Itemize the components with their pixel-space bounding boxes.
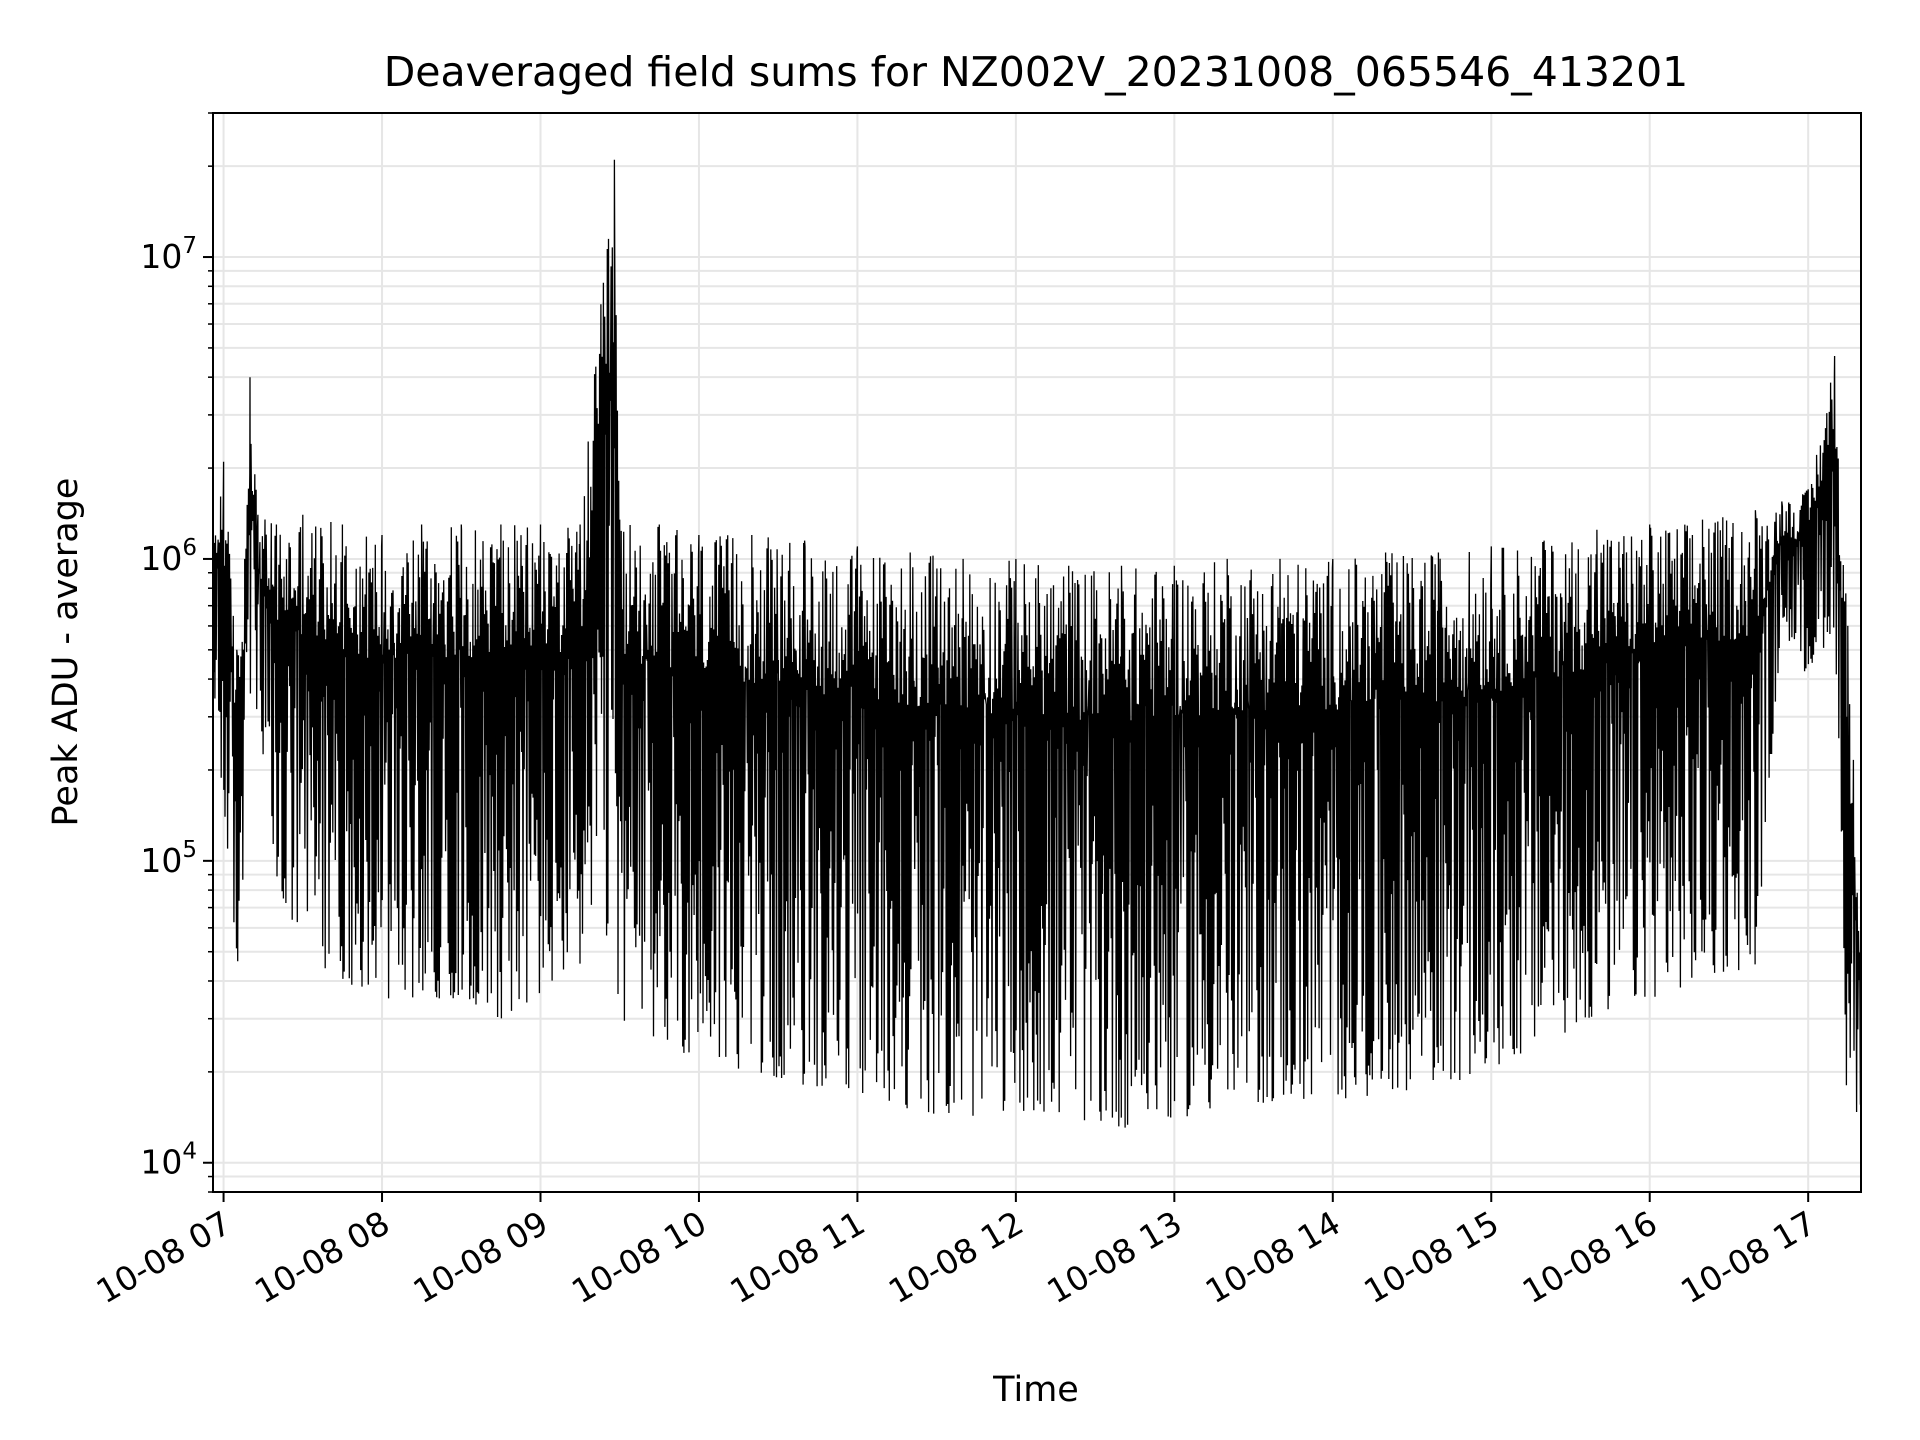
series-area xyxy=(212,159,1862,1128)
y-tick-label: 104 xyxy=(140,1139,197,1182)
x-axis-label: Time xyxy=(992,1370,1079,1410)
y-axis-label: Peak ADU - average xyxy=(46,478,86,827)
y-axis: 104 105 106 107 xyxy=(140,112,213,1193)
plot-frame xyxy=(212,112,1862,1193)
series-line xyxy=(212,159,1862,1128)
y-tick-label: 106 xyxy=(140,535,197,578)
y-tick-label: 107 xyxy=(140,233,197,276)
chart-title: Deaveraged field sums for NZ002V_2023100… xyxy=(384,48,1689,96)
y-tick-label: 105 xyxy=(140,837,197,880)
